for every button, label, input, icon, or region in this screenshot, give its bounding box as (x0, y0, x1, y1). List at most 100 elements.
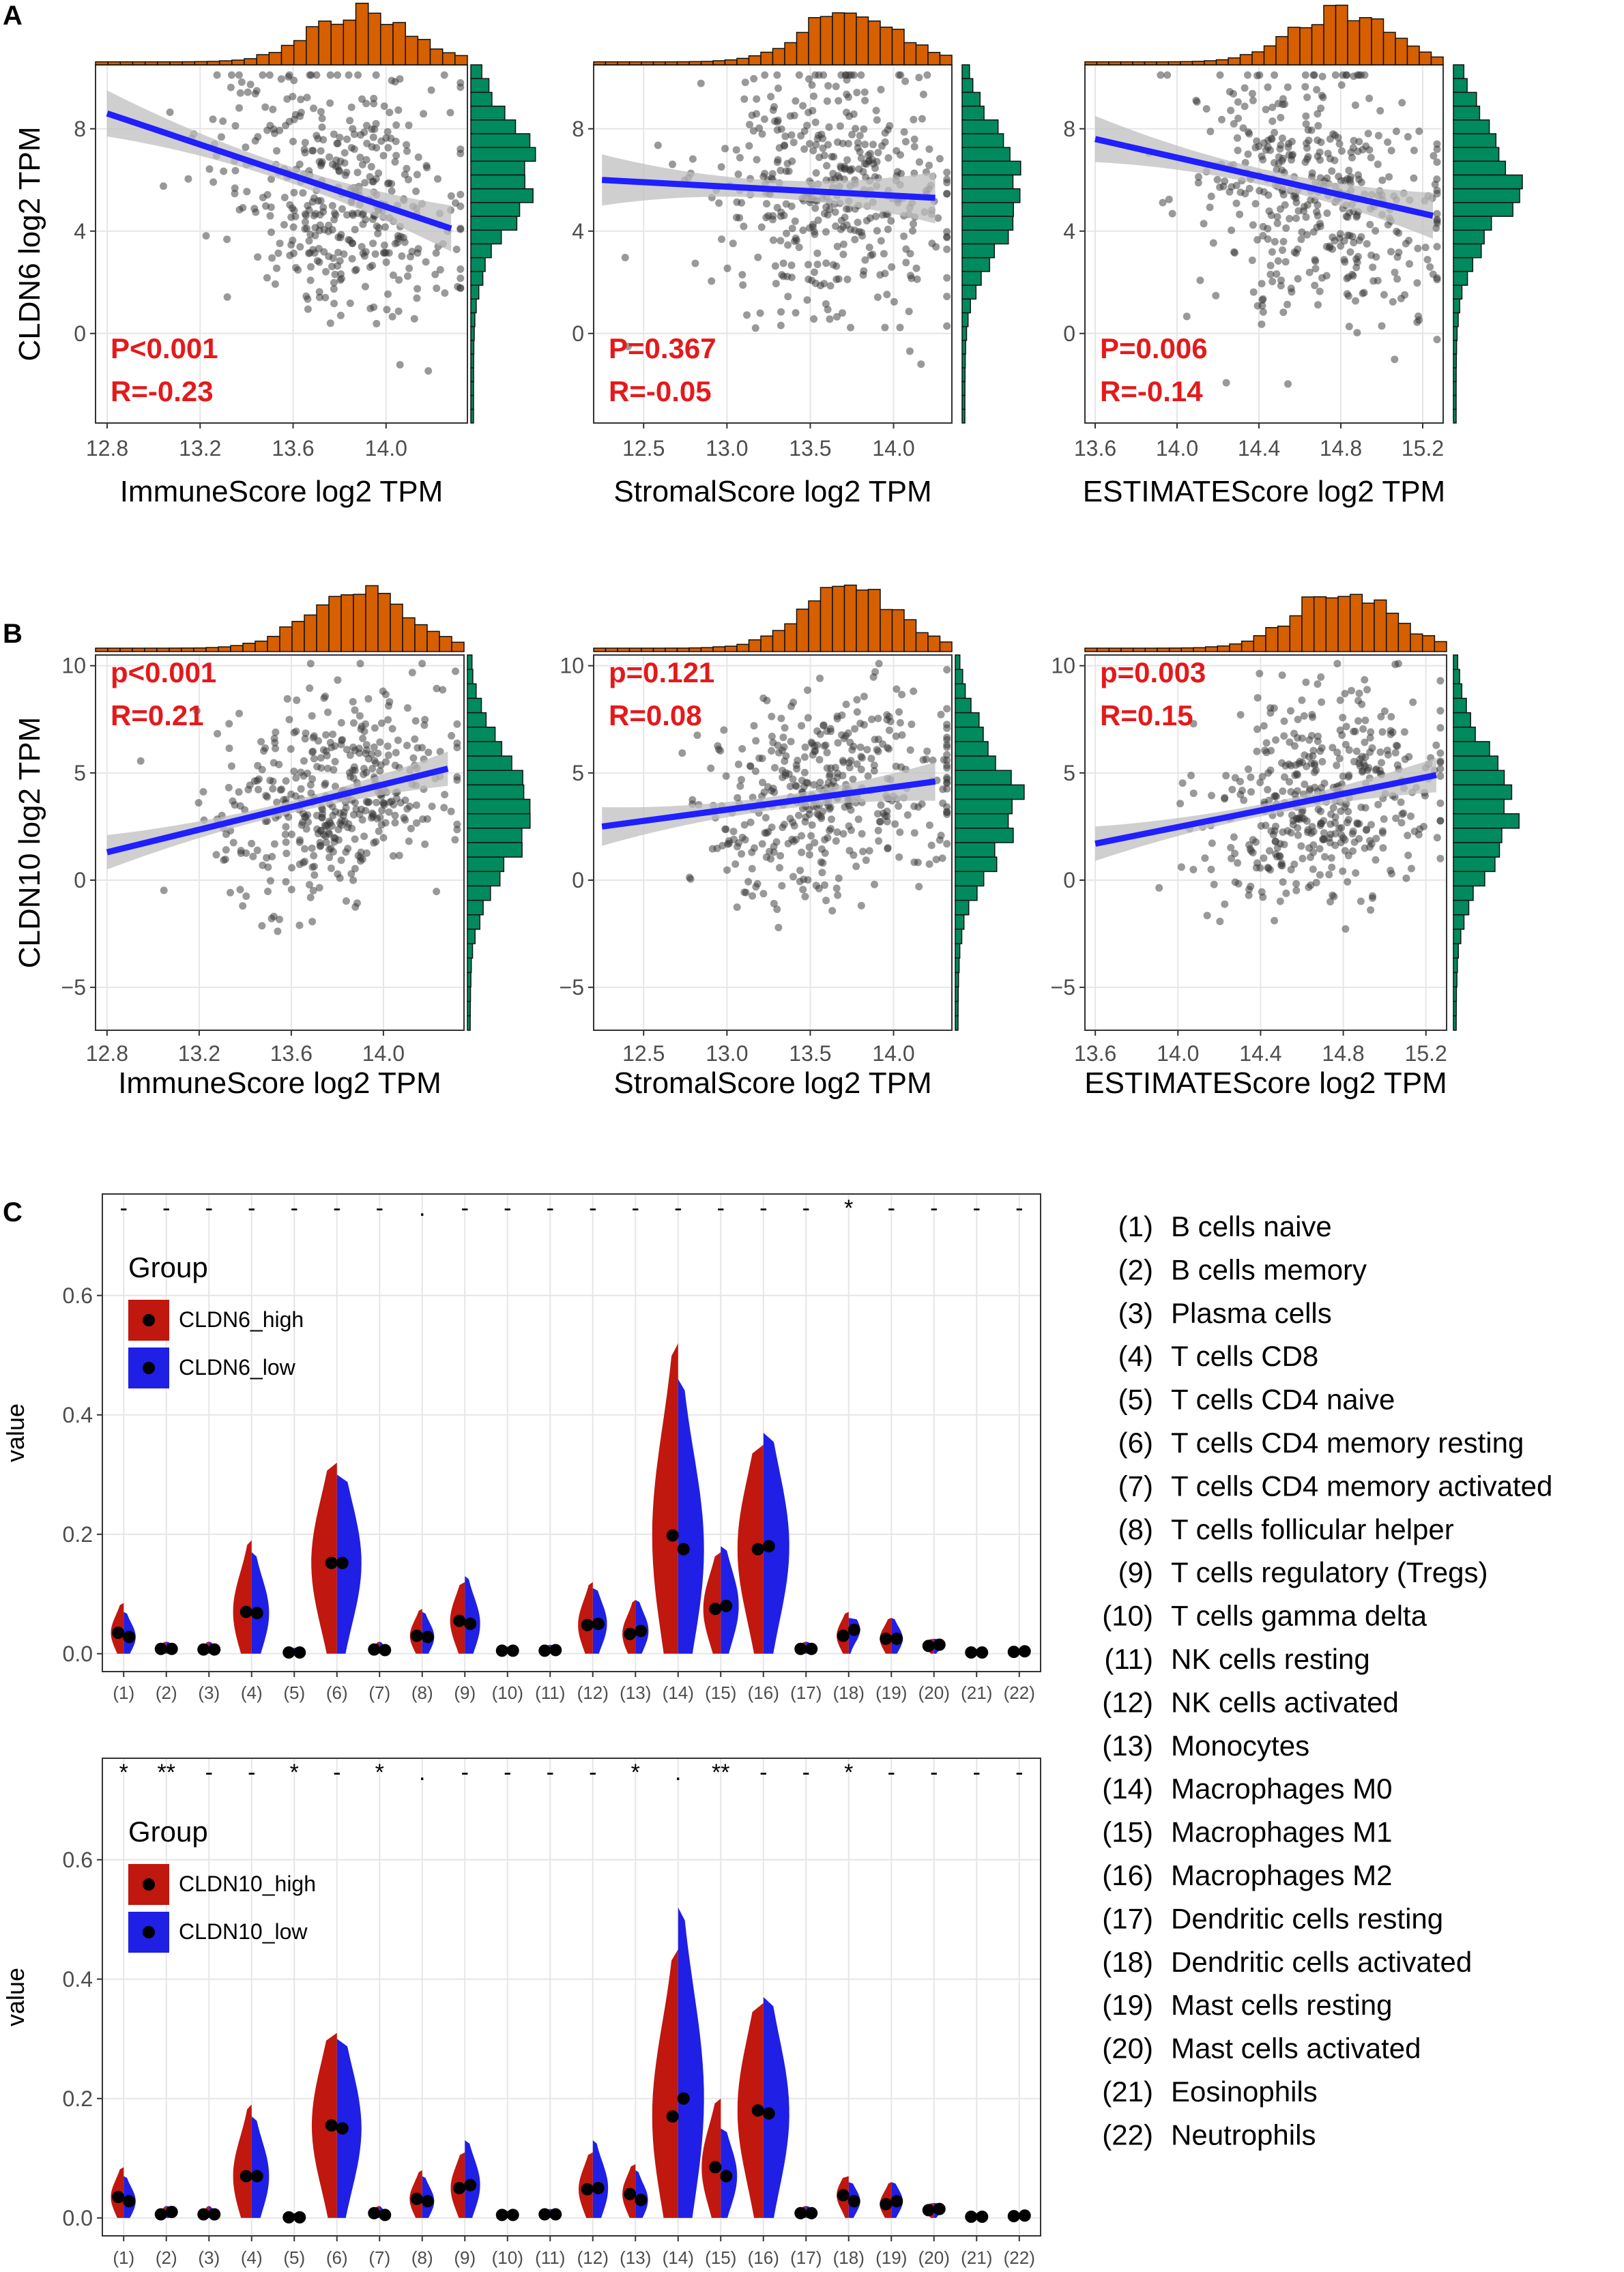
histogram-bar (467, 871, 501, 887)
data-point (772, 280, 780, 288)
histogram-bar (1453, 285, 1463, 300)
data-point (778, 882, 786, 890)
data-point (358, 816, 366, 824)
data-point (372, 71, 380, 79)
data-point (453, 826, 461, 834)
data-point (362, 849, 371, 857)
data-point (848, 130, 856, 139)
median-point-high (709, 2161, 722, 2174)
data-point (274, 249, 282, 257)
data-point (1405, 753, 1413, 761)
histogram-bar (903, 42, 917, 65)
violin-low (465, 1576, 480, 1654)
data-point (357, 725, 365, 733)
data-point (334, 262, 342, 270)
data-point (923, 747, 931, 755)
data-point (822, 228, 830, 236)
data-point (328, 802, 336, 811)
data-point (749, 892, 757, 900)
data-point (749, 127, 757, 135)
data-point (779, 733, 787, 742)
regression-line (601, 778, 936, 830)
histogram-bar (194, 61, 208, 65)
data-point (895, 802, 903, 810)
median-point-high (1007, 2210, 1020, 2223)
histogram-bar (1265, 627, 1279, 652)
data-point (267, 203, 275, 212)
y-tick-label: 10 (61, 654, 86, 678)
data-point (840, 734, 848, 742)
cell-legend-number: (17) (1102, 1902, 1153, 1934)
data-point (456, 265, 465, 273)
data-point (731, 860, 740, 868)
histogram-bar (748, 55, 762, 65)
histogram-bar (467, 784, 525, 800)
data-point (1241, 190, 1249, 198)
median-point-low (250, 1607, 263, 1620)
median-point-low (250, 2170, 263, 2183)
data-point (410, 315, 418, 323)
data-point (1335, 755, 1344, 763)
data-point (1287, 761, 1295, 770)
data-point (420, 721, 429, 729)
data-point (1326, 898, 1334, 906)
top-histogram (593, 12, 953, 65)
data-point (1284, 83, 1292, 91)
median-point-low (1018, 1645, 1031, 1658)
r-value-label: R=-0.23 (111, 375, 214, 407)
data-point (1264, 83, 1272, 91)
data-point (898, 731, 906, 739)
significance-marker: - (547, 1760, 554, 1786)
data-point (329, 730, 337, 738)
data-point (363, 121, 371, 130)
significance-marker: . (419, 1760, 425, 1786)
cell-legend-name: T cells CD4 naive (1171, 1384, 1395, 1416)
data-point (1266, 270, 1275, 278)
histogram-bar (429, 48, 444, 65)
data-point (371, 724, 379, 732)
histogram-bar (1453, 798, 1505, 815)
median-point-high (453, 1614, 466, 1627)
data-point (1274, 257, 1282, 265)
data-point (1433, 186, 1441, 194)
data-point (729, 239, 737, 248)
data-point (1378, 176, 1387, 184)
data-point (1327, 810, 1335, 818)
data-point (796, 877, 804, 886)
data-point (1380, 815, 1388, 823)
x-tick-label: (17) (790, 2247, 822, 2268)
data-point (1436, 772, 1445, 780)
data-point (738, 745, 746, 753)
data-point (202, 232, 210, 240)
data-point (1258, 772, 1266, 781)
data-point (943, 245, 951, 253)
data-point (1310, 759, 1318, 768)
data-point (769, 738, 777, 746)
data-point (780, 142, 788, 150)
x-tick-label: (3) (198, 1683, 220, 1703)
x-tick-label: (15) (705, 1683, 736, 1703)
data-point (307, 71, 315, 79)
data-point (1354, 71, 1362, 79)
histogram-bar (467, 727, 496, 742)
data-point (289, 236, 297, 244)
data-point (833, 712, 841, 720)
data-point (374, 229, 382, 237)
data-point (856, 132, 864, 140)
data-point (287, 886, 295, 894)
data-point (1189, 789, 1198, 798)
median-point-low (293, 1646, 306, 1659)
data-point (759, 890, 768, 898)
significance-marker: - (1015, 1760, 1023, 1786)
data-point (774, 116, 782, 124)
data-point (1421, 244, 1430, 252)
median-point-high (922, 2204, 935, 2217)
histogram-bar (961, 353, 966, 368)
data-point (1287, 866, 1295, 874)
histogram-bar (451, 641, 465, 652)
histogram-bar (1453, 216, 1492, 231)
data-point (297, 96, 305, 104)
histogram-bar (955, 986, 959, 1002)
data-point (761, 169, 769, 177)
median-point-low (293, 2211, 306, 2224)
